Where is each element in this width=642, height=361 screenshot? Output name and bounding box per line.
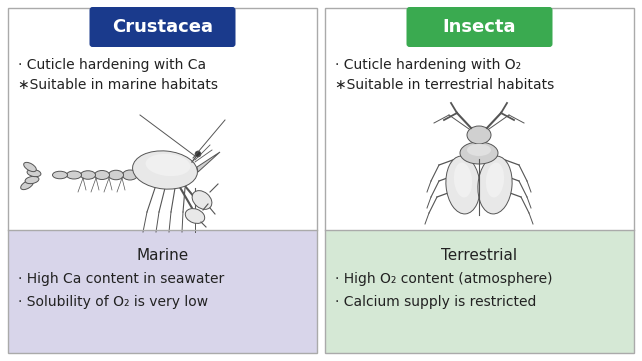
Bar [8, 230, 317, 353]
Ellipse shape [133, 151, 198, 189]
Text: · High O₂ content (atmosphere): · High O₂ content (atmosphere) [335, 272, 553, 286]
Ellipse shape [21, 180, 33, 190]
Ellipse shape [80, 171, 96, 179]
Text: · Cuticle hardening with Ca: · Cuticle hardening with Ca [18, 58, 206, 72]
Ellipse shape [467, 144, 491, 156]
Ellipse shape [146, 154, 191, 176]
Text: ∗Suitable in terrestrial habitats: ∗Suitable in terrestrial habitats [335, 78, 554, 92]
Ellipse shape [446, 156, 480, 214]
Bar [8, 8, 317, 353]
Text: · Solubility of O₂ is very low: · Solubility of O₂ is very low [18, 295, 208, 309]
Ellipse shape [67, 171, 82, 179]
Text: Crustacea: Crustacea [112, 18, 213, 36]
Ellipse shape [460, 142, 498, 164]
Bar [8, 8, 317, 230]
Text: · Calcium supply is restricted: · Calcium supply is restricted [335, 295, 536, 309]
Ellipse shape [108, 170, 123, 180]
Circle shape [195, 151, 201, 157]
Bar [325, 8, 634, 230]
Ellipse shape [454, 162, 472, 197]
Text: ∗Suitable in marine habitats: ∗Suitable in marine habitats [18, 78, 218, 92]
Text: · Cuticle hardening with O₂: · Cuticle hardening with O₂ [335, 58, 521, 72]
Ellipse shape [478, 156, 512, 214]
FancyBboxPatch shape [89, 7, 236, 47]
Ellipse shape [186, 209, 205, 223]
Ellipse shape [53, 171, 67, 179]
Ellipse shape [486, 162, 504, 197]
Text: Marine: Marine [136, 248, 189, 263]
Bar [325, 230, 634, 353]
FancyBboxPatch shape [406, 7, 553, 47]
Text: · High Ca content in seawater: · High Ca content in seawater [18, 272, 224, 286]
Ellipse shape [192, 191, 212, 209]
Bar [325, 8, 634, 353]
Ellipse shape [24, 162, 37, 171]
Ellipse shape [25, 176, 39, 184]
Polygon shape [197, 152, 220, 172]
Ellipse shape [123, 170, 137, 180]
Ellipse shape [94, 170, 110, 179]
Text: Terrestrial: Terrestrial [442, 248, 517, 263]
Text: Insecta: Insecta [443, 18, 516, 36]
Ellipse shape [467, 126, 491, 144]
Ellipse shape [27, 169, 41, 177]
